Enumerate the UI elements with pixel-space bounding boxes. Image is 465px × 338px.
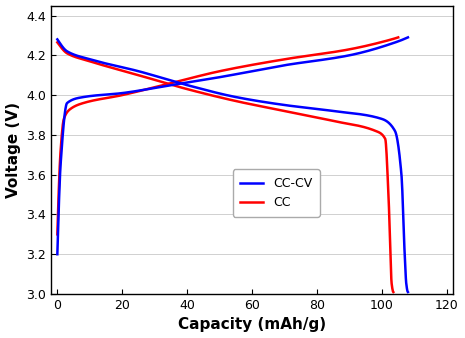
Y-axis label: Voltage (V): Voltage (V) bbox=[6, 102, 20, 198]
X-axis label: Capacity (mAh/g): Capacity (mAh/g) bbox=[178, 317, 326, 333]
Legend: CC-CV, CC: CC-CV, CC bbox=[233, 169, 319, 217]
